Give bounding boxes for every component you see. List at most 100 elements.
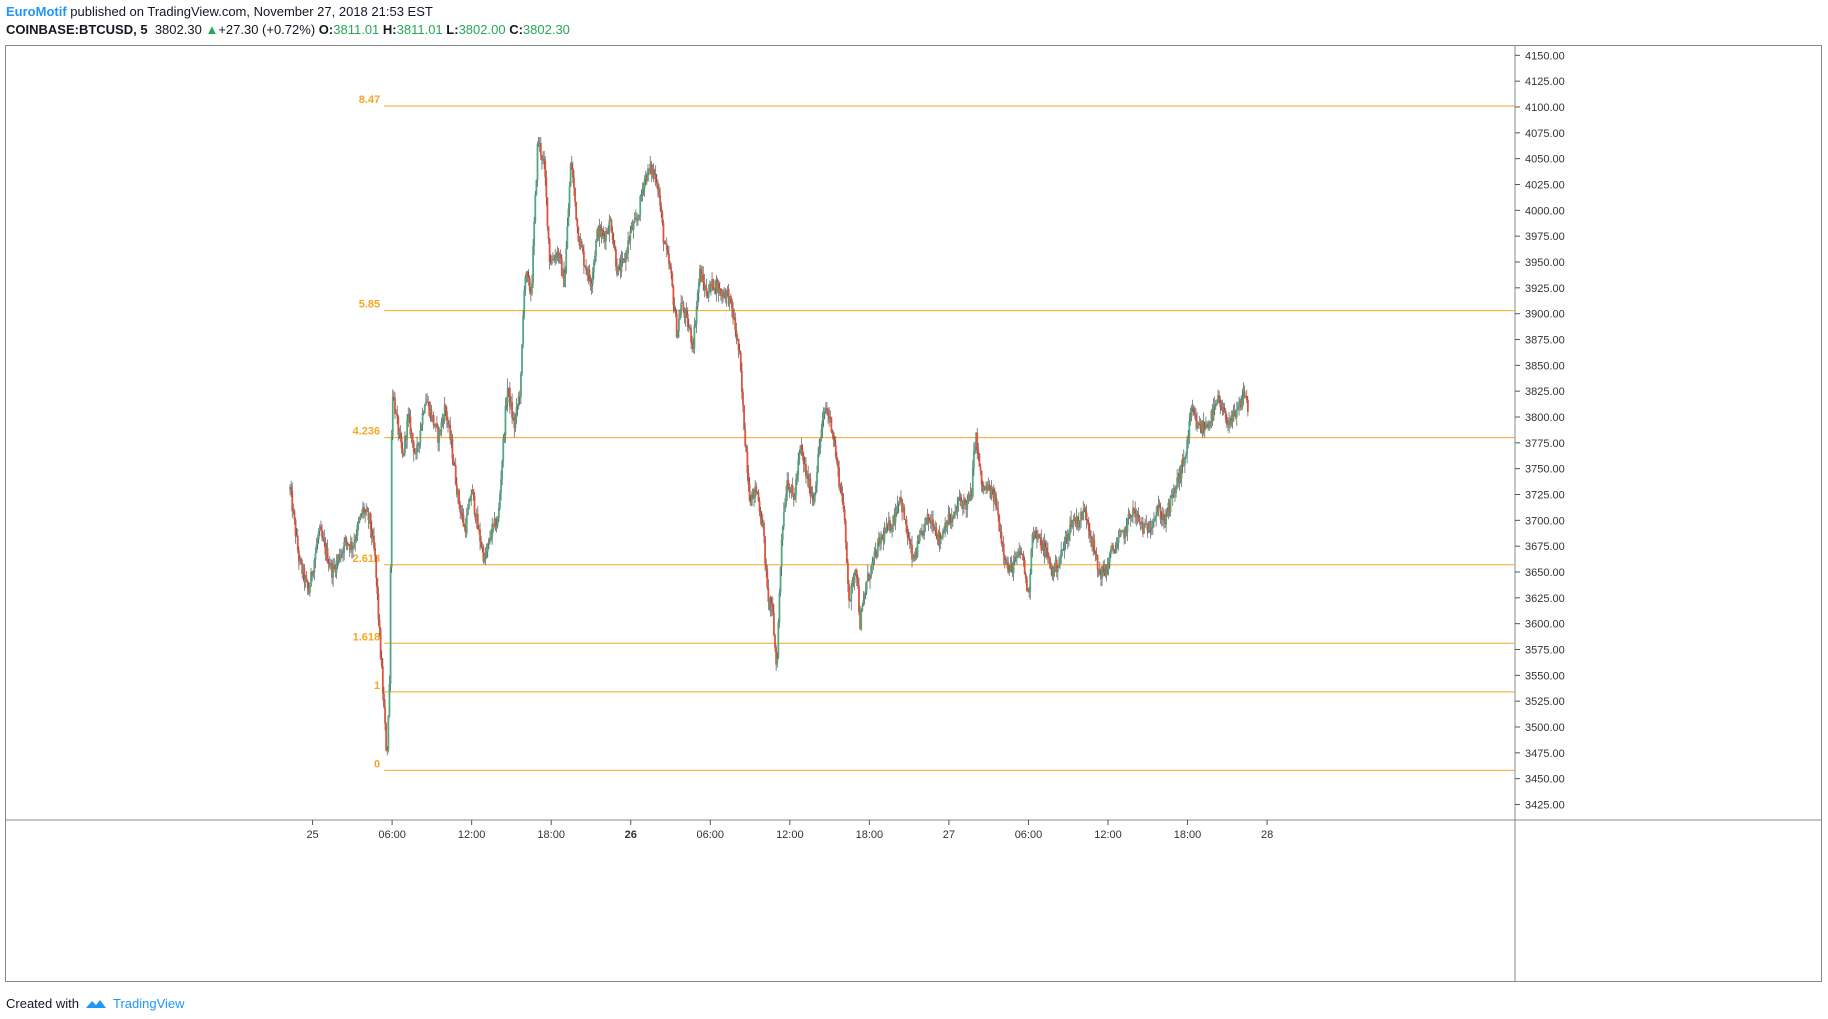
- candle-body: [1030, 549, 1033, 574]
- candle-body: [491, 523, 494, 537]
- candle-body: [543, 158, 546, 161]
- candle-body: [997, 509, 1000, 516]
- candle-body: [1012, 561, 1015, 574]
- candle-body: [880, 537, 882, 544]
- candle-body: [970, 490, 973, 497]
- price-axis[interactable]: 3425.00 3450.00 3475.00 3500.00 3525.00 3550.…: [1515, 50, 1565, 812]
- price-tick-label: 4025.00: [1525, 180, 1565, 192]
- candle-body: [1054, 559, 1057, 572]
- publish-line: EuroMotif published on TradingView.com, …: [6, 4, 433, 19]
- publisher-name[interactable]: EuroMotif: [6, 4, 67, 19]
- candle-body: [1126, 519, 1129, 533]
- candle-body: [455, 484, 458, 495]
- candle-body: [537, 143, 540, 145]
- candle-body: [360, 513, 363, 515]
- candle-body: [1039, 537, 1042, 539]
- time-tick-label: 25: [306, 829, 318, 841]
- candle-body: [339, 554, 342, 560]
- candle-body: [1079, 520, 1081, 522]
- candle-body: [865, 581, 868, 591]
- low-label: L:: [446, 22, 459, 37]
- candle-body: [342, 551, 344, 553]
- candle-body: [534, 194, 537, 222]
- candle-body: [1008, 571, 1011, 573]
- candle-body: [527, 276, 530, 279]
- candle-body: [436, 423, 438, 427]
- candle-body: [347, 544, 350, 546]
- candle-body: [1016, 554, 1018, 558]
- candle-body: [936, 535, 939, 541]
- time-tick-label: 18:00: [1174, 829, 1202, 841]
- candle-body: [1076, 516, 1079, 528]
- candle-body: [1163, 513, 1165, 521]
- candle-body: [1203, 428, 1206, 431]
- candle-body: [660, 205, 663, 213]
- candle-body: [1021, 553, 1024, 555]
- candle-body: [875, 551, 878, 557]
- candle-body: [564, 272, 567, 287]
- price-tick-label: 3825.00: [1525, 386, 1565, 398]
- candle-body: [1151, 521, 1154, 528]
- candle-body: [478, 529, 480, 531]
- candle-body: [1238, 405, 1240, 407]
- candle-body: [747, 473, 750, 485]
- candle-body: [1181, 458, 1184, 465]
- time-axis[interactable]: 25 06:00 12:00 18:00 26 06:00 12:00 18:00 27 06:0…: [306, 820, 1273, 841]
- tradingview-brand[interactable]: TradingView: [112, 996, 185, 1011]
- candle-body: [850, 585, 853, 602]
- candle-body: [847, 562, 849, 585]
- candle-body: [511, 402, 513, 418]
- candle-body: [765, 563, 768, 570]
- candle-body: [674, 311, 677, 314]
- candle-body: [1042, 542, 1045, 549]
- candle-body: [826, 408, 828, 411]
- candle-body: [518, 396, 521, 398]
- candle-body: [964, 498, 966, 504]
- candle-body: [803, 464, 806, 466]
- candle-body: [913, 554, 916, 559]
- price-tick-label: 3950.00: [1525, 257, 1565, 269]
- candle-body: [724, 293, 727, 299]
- candle-body: [421, 412, 424, 425]
- candle-body: [1044, 547, 1047, 557]
- candle-body: [409, 416, 412, 435]
- price-chart[interactable]: 8.47 5.85 4.236 2.618 1.618 1 0 3425.00 3450.00…: [5, 45, 1822, 982]
- candle-body: [573, 176, 575, 188]
- candle-body: [879, 537, 881, 544]
- candle-body: [1155, 514, 1158, 518]
- candle-body: [309, 586, 311, 593]
- candle-body: [385, 723, 388, 751]
- candle-body: [390, 435, 393, 568]
- candle-body: [694, 324, 697, 326]
- candle-body: [981, 484, 984, 492]
- candle-body: [840, 483, 843, 494]
- candle-body: [832, 432, 835, 441]
- candle-body: [820, 429, 823, 439]
- candle-body: [629, 231, 632, 241]
- candle-body: [437, 426, 439, 443]
- candle-body: [664, 243, 667, 245]
- candle-body: [323, 538, 326, 543]
- candle-body: [971, 468, 974, 497]
- candle-body: [750, 494, 753, 506]
- candle-body: [626, 252, 628, 254]
- candle-body: [891, 525, 894, 531]
- candle-body: [686, 314, 689, 328]
- candle-body: [951, 517, 954, 519]
- candle-body: [480, 541, 483, 547]
- candle-body: [466, 509, 469, 516]
- candle-body: [708, 283, 711, 293]
- candle-body: [531, 283, 533, 294]
- candle-body: [474, 514, 477, 521]
- candle-body: [444, 405, 447, 412]
- candle-body: [1017, 554, 1019, 557]
- candle-body: [553, 259, 555, 261]
- candle-body: [581, 246, 584, 252]
- candle-body: [338, 554, 341, 560]
- candle-body: [928, 520, 931, 523]
- candle-body: [413, 452, 416, 454]
- candle-body: [763, 522, 765, 537]
- high-label: H:: [382, 22, 397, 37]
- candle-body: [790, 485, 793, 492]
- candle-body: [901, 498, 903, 513]
